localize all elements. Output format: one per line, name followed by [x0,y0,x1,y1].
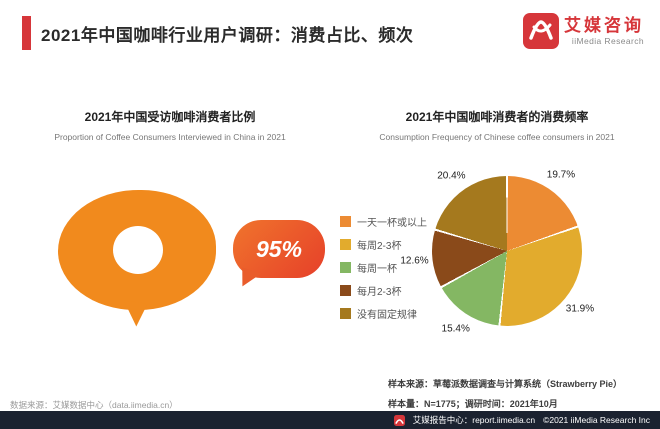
right-chart-subtitle: Consumption Frequency of Chinese coffee … [379,132,615,142]
legend-label: 每周2-3杯 [357,241,402,252]
left-chart-subtitle: Proportion of Coffee Consumers Interview… [54,132,286,142]
legend-swatch [340,285,351,296]
footer-copyright: ©2021 iiMedia Research Inc [543,415,650,425]
logo-cn-text: 艾媒咨询 [564,16,644,36]
footer-link-text: 艾媒报告中心：report.iimedia.cn [412,415,536,425]
header: 2021年中国咖啡行业用户调研：消费占比、频次 [22,16,413,50]
legend-item: 一天一杯或以上 [340,214,427,229]
pie-value-label: 31.9% [565,303,595,315]
right-chart-title: 2021年中国咖啡消费者的消费频率 [405,110,589,124]
pie-value-label: 20.4% [437,170,466,182]
legend-swatch [340,262,351,273]
legend-label: 每周一杯 [357,264,397,275]
sample-notes: 样本来源：草莓派数据调查与计算系统（Strawberry Pie） 样本量：N=… [388,377,622,410]
blob-shape [58,190,216,310]
blob-tail [120,300,148,328]
pie-value-label: 12.6% [400,255,429,267]
percentage-value: 95% [255,235,303,262]
page-title: 2021年中国咖啡行业用户调研：消费占比、频次 [41,25,414,45]
pie-value-label: 15.4% [441,323,470,335]
footer-logo-icon [393,414,405,426]
legend-swatch [340,239,351,250]
legend-item: 没有固定规律 [340,306,427,321]
legend-item: 每周2-3杯 [340,237,427,252]
legend-item: 每月2-3杯 [340,283,427,298]
sample-info-note: 样本量：N=1775；调研时间：2021年10月 [388,399,558,409]
legend-label: 每月2-3杯 [357,287,402,298]
right-chart-heading: 2021年中国咖啡消费者的消费频率 Consumption Frequency … [352,108,642,142]
value-speech-bubble: 95% [233,220,325,278]
pie-value-label: 19.7% [546,169,576,181]
title-accent-bar [22,16,31,50]
legend-label: 一天一杯或以上 [357,218,427,229]
left-chart-heading: 2021年中国受访咖啡消费者比例 Proportion of Coffee Co… [35,108,305,142]
pie-chart-area: 19.7% 31.9% 15.4% 12.6% 20.4% [400,168,660,363]
legend-swatch [340,308,351,319]
iimedia-logo: 艾媒咨询 iiMedia Research [523,13,644,49]
logo-text: 艾媒咨询 iiMedia Research [564,15,644,47]
pie-chart [432,176,582,326]
sample-source-note: 样本来源：草莓派数据调查与计算系统（Strawberry Pie） [388,379,623,389]
pie-legend: 一天一杯或以上 每周2-3杯 每周一杯每月2-3杯没有固定规律 [340,214,427,329]
logo-en-text: iiMedia Research [571,36,644,47]
blob-hole [113,226,163,274]
data-source-note: 数据来源：艾媒数据中心（data.iimedia.cn） [10,400,178,410]
footer-bar: 艾媒报告中心：report.iimedia.cn ©2021 iiMedia R… [0,411,660,429]
coffee-consumer-graphic: 95% [58,190,328,335]
legend-item: 每周一杯 [340,260,427,275]
legend-swatch [340,216,351,227]
legend-label: 没有固定规律 [357,310,417,321]
iimedia-logo-icon [523,13,559,49]
left-chart-title: 2021年中国受访咖啡消费者比例 [84,110,256,124]
